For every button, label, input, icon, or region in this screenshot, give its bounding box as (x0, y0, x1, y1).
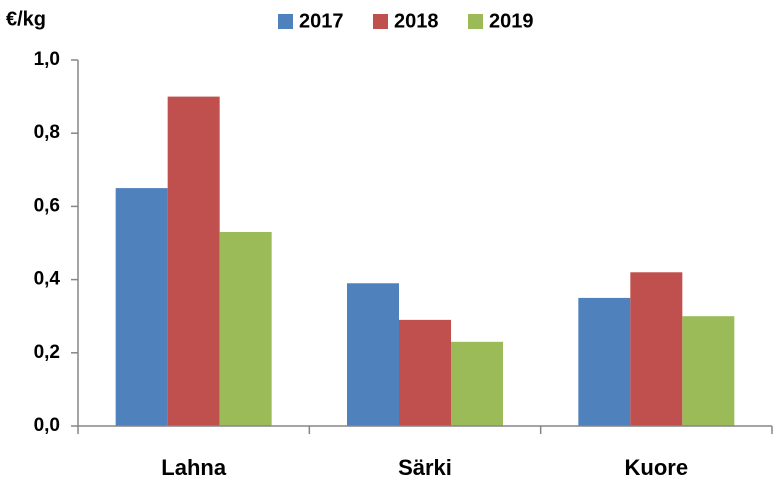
x-tick-label: Kuore (625, 455, 689, 480)
y-tick-label: 0,2 (34, 342, 60, 363)
legend-swatch (468, 14, 483, 29)
bar (578, 297, 631, 426)
legend-swatch (278, 14, 293, 29)
bar (347, 283, 399, 426)
bar (167, 96, 220, 426)
y-tick-label: 0,4 (34, 269, 61, 290)
x-tick-label: Särki (398, 455, 452, 480)
y-tick-label: 0,8 (34, 122, 60, 143)
legend-label: 2019 (489, 10, 534, 32)
bar (682, 316, 735, 426)
x-tick-label: Lahna (161, 455, 227, 480)
legend-label: 2017 (299, 10, 344, 32)
bar (219, 232, 272, 426)
legend-swatch (373, 14, 388, 29)
bar (630, 272, 683, 426)
legend-label: 2018 (394, 10, 439, 32)
bar (399, 319, 451, 426)
y-tick-label: 0,0 (34, 415, 60, 436)
y-tick-label: 0,6 (34, 195, 60, 216)
bar (115, 188, 168, 426)
y-axis-label: €/kg (6, 8, 46, 30)
y-tick-label: 1,0 (34, 49, 60, 70)
bar (451, 341, 503, 426)
